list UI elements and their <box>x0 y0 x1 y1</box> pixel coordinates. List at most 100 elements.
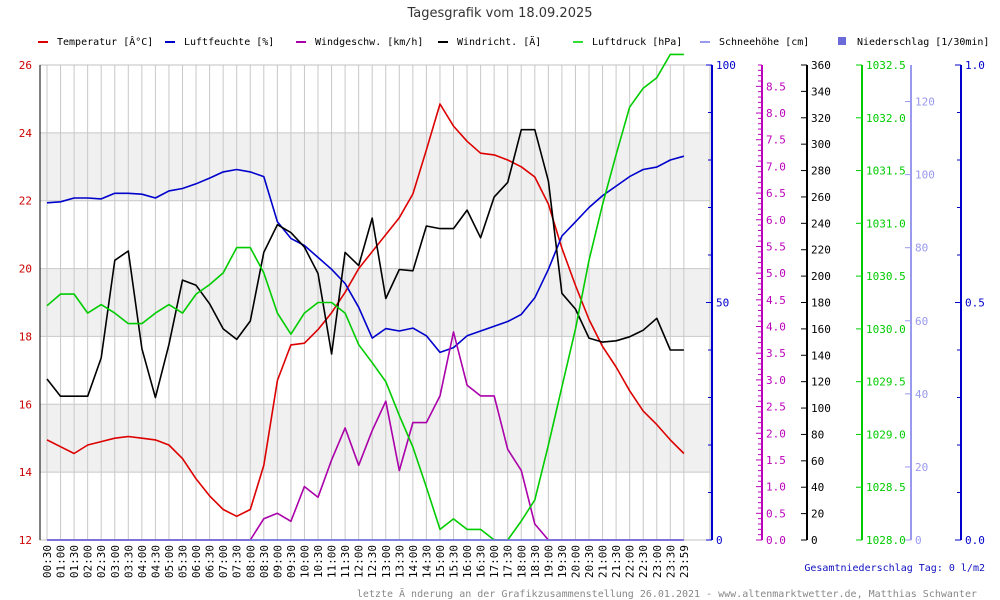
legend-item: Schneehöhe [cm] <box>700 37 809 48</box>
tick-label-temperature: 18 <box>19 330 32 343</box>
legend-label: Luftdruck [hPa] <box>592 37 682 48</box>
tick-label-wind: 8.0 <box>766 107 786 120</box>
x-tick-label: 03:30 <box>122 545 135 578</box>
tick-label-temperature: 22 <box>19 195 32 208</box>
x-tick-label: 19:30 <box>556 545 569 578</box>
tick-label-press: 1031.5 <box>866 165 906 178</box>
tick-label-dir: 180 <box>811 297 831 310</box>
tick-label-hum: 50 <box>716 297 729 310</box>
legend-label: Niederschlag [1/30min] <box>857 37 989 48</box>
legend-item: Windricht. [Ä] <box>438 35 541 48</box>
x-tick-label: 03:00 <box>109 545 122 578</box>
legend-label: Windgeschw. [km/h] <box>315 37 423 48</box>
x-tick-label: 10:30 <box>312 545 325 578</box>
tick-label-snow: 80 <box>915 242 928 255</box>
tick-label-wind: 5.5 <box>766 240 786 253</box>
tick-label-temperature: 20 <box>19 263 32 276</box>
x-tick-label: 15:30 <box>448 545 461 578</box>
x-tick-label: 09:30 <box>285 545 298 578</box>
tick-label-dir: 120 <box>811 376 831 389</box>
legend-item: Luftdruck [hPa] <box>573 37 682 48</box>
x-tick-label: 20:30 <box>583 545 596 578</box>
tick-label-dir: 300 <box>811 138 831 151</box>
x-tick-label: 22:00 <box>624 545 637 578</box>
x-tick-label: 04:30 <box>149 545 162 578</box>
tick-label-hum: 100 <box>716 59 736 72</box>
tick-label-temperature: 16 <box>19 398 32 411</box>
tick-label-wind: 2.0 <box>766 427 786 440</box>
x-tick-label: 19:00 <box>542 545 555 578</box>
tick-label-wind: 7.0 <box>766 160 786 173</box>
x-tick-label: 01:30 <box>68 545 81 578</box>
x-tick-label: 21:00 <box>597 545 610 578</box>
legend: Temperatur [Â°C] Luftfeuchte [%] Windgesch… <box>38 35 989 48</box>
axes: 12141618202224260501000.00.51.01.52.02.5… <box>19 59 985 578</box>
x-tick-label: 16:00 <box>461 545 474 578</box>
tick-label-temperature: 26 <box>19 59 32 72</box>
x-tick-label: 18:30 <box>529 545 542 578</box>
tick-label-snow: 20 <box>915 461 928 474</box>
tick-label-wind: 2.5 <box>766 401 786 414</box>
tick-label-rain: 1.0 <box>965 59 985 72</box>
tick-label-dir: 280 <box>811 165 831 178</box>
tick-label-rain: 0.5 <box>965 297 985 310</box>
plot-area <box>39 53 711 541</box>
tick-label-dir: 260 <box>811 191 831 204</box>
tick-label-wind: 7.5 <box>766 134 786 147</box>
chart-title: Tagesgrafik vom 18.09.2025 <box>406 6 592 21</box>
x-tick-label: 02:30 <box>95 545 108 578</box>
tick-label-press: 1032.0 <box>866 112 906 125</box>
x-tick-label: 17:00 <box>488 545 501 578</box>
legend-label: Temperatur [Â°C] <box>57 35 153 48</box>
series-line-5 <box>46 53 684 541</box>
legend-item: Niederschlag [1/30min] <box>838 37 989 48</box>
tick-label-wind: 1.5 <box>766 454 786 467</box>
tick-label-wind: 3.5 <box>766 347 786 360</box>
series-line-1 <box>46 103 685 518</box>
x-tick-label: 18:00 <box>515 545 528 578</box>
tick-label-dir: 220 <box>811 244 831 257</box>
x-tick-label: 16:30 <box>475 545 488 578</box>
x-tick-label: 05:00 <box>163 545 176 578</box>
tick-label-temperature: 12 <box>19 534 32 547</box>
x-tick-label: 12:30 <box>366 545 379 578</box>
tick-label-press: 1029.5 <box>866 376 906 389</box>
tick-label-wind: 8.5 <box>766 80 786 93</box>
x-tick-label: 02:00 <box>82 545 95 578</box>
x-tick-label: 21:30 <box>610 545 623 578</box>
tick-label-dir: 60 <box>811 455 824 468</box>
legend-item: Luftfeuchte [%] <box>165 37 274 48</box>
legend-item: Windgeschw. [km/h] <box>296 37 423 48</box>
tick-label-wind: 3.0 <box>766 374 786 387</box>
tick-label-press: 1028.0 <box>866 534 906 547</box>
tick-label-press: 1028.5 <box>866 481 906 494</box>
tick-label-dir: 320 <box>811 112 831 125</box>
tick-label-dir: 160 <box>811 323 831 336</box>
tick-label-dir: 340 <box>811 85 831 98</box>
tick-label-hum: 0 <box>716 534 723 547</box>
tick-label-temperature: 24 <box>19 127 33 140</box>
x-tick-label: 08:00 <box>244 545 257 578</box>
x-tick-label: 23:59 <box>678 545 691 578</box>
x-tick-label: 09:00 <box>271 545 284 578</box>
x-tick-label: 05:30 <box>177 545 190 578</box>
tick-label-rain: 0.0 <box>965 534 985 547</box>
x-tick-label: 14:30 <box>420 545 433 578</box>
legend-label: Windricht. [Ä] <box>457 35 541 48</box>
tick-label-dir: 360 <box>811 59 831 72</box>
tick-label-snow: 40 <box>915 388 928 401</box>
x-tick-label: 06:00 <box>190 545 203 578</box>
x-tick-label: 17:30 <box>502 545 515 578</box>
tick-label-snow: 120 <box>915 96 935 109</box>
x-tick-label: 11:30 <box>339 545 352 578</box>
legend-item: Temperatur [Â°C] <box>38 35 153 48</box>
background-band <box>40 132 710 201</box>
tick-label-dir: 100 <box>811 402 831 415</box>
x-tick-label: 01:00 <box>55 545 68 578</box>
x-tick-label: 00:30 <box>41 545 54 578</box>
tick-label-snow: 0 <box>915 534 922 547</box>
x-tick-label: 04:00 <box>136 545 149 578</box>
series-line-2 <box>46 155 685 354</box>
legend-swatch <box>838 37 846 45</box>
tick-label-wind: 6.5 <box>766 187 786 200</box>
